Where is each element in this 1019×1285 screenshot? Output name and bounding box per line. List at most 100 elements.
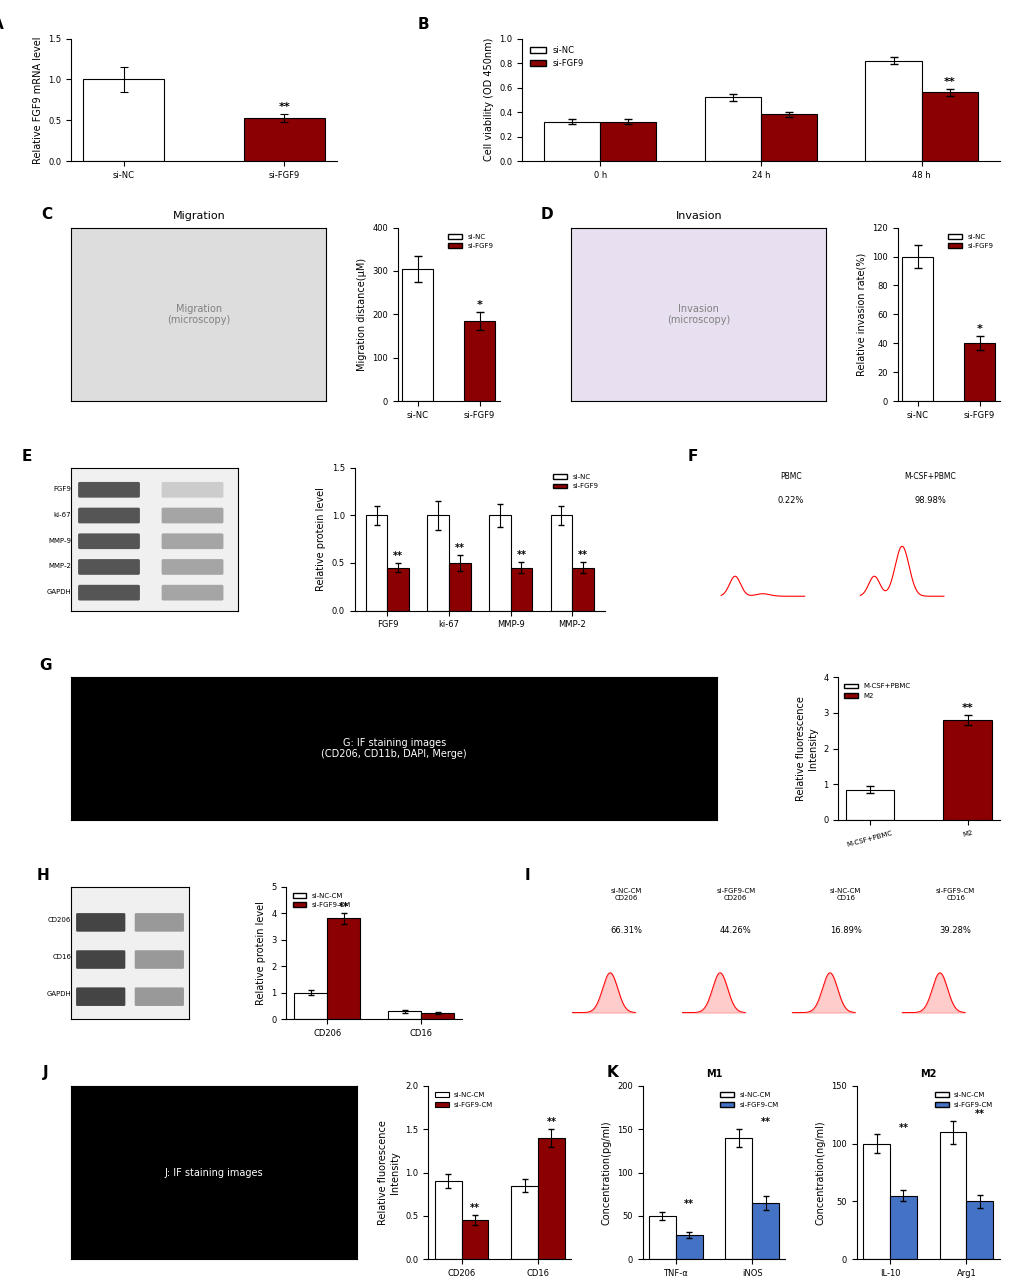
Text: J: J: [43, 1065, 49, 1081]
Text: **: **: [898, 1123, 908, 1133]
Text: 16.89%: 16.89%: [829, 926, 861, 935]
Bar: [845, 789, 894, 820]
Y-axis label: Relative FGF9 mRNA level: Relative FGF9 mRNA level: [33, 36, 43, 163]
Legend: M-CSF+PBMC, M2: M-CSF+PBMC, M2: [841, 681, 913, 702]
Text: **: **: [338, 902, 348, 912]
Text: C: C: [41, 207, 52, 222]
Text: F: F: [687, 448, 697, 464]
FancyBboxPatch shape: [76, 950, 125, 969]
Text: FGF9: FGF9: [53, 486, 71, 492]
Text: 44.26%: 44.26%: [719, 926, 751, 935]
Text: 0.22%: 0.22%: [776, 496, 803, 505]
Text: **: **: [470, 1203, 480, 1213]
Text: ki-67: ki-67: [54, 511, 71, 518]
Bar: [902, 257, 932, 401]
Text: MMP-2: MMP-2: [49, 563, 71, 569]
FancyBboxPatch shape: [78, 508, 140, 523]
Text: J: IF staining images: J: IF staining images: [165, 1168, 263, 1177]
Bar: [537, 1137, 565, 1259]
Title: M2: M2: [919, 1069, 935, 1079]
FancyBboxPatch shape: [161, 585, 223, 600]
Legend: si-NC, si-FGF9: si-NC, si-FGF9: [945, 231, 996, 252]
Bar: [965, 1201, 993, 1259]
Bar: [760, 114, 816, 161]
Bar: [862, 1144, 890, 1259]
Bar: [648, 1216, 676, 1259]
Bar: [244, 118, 324, 161]
Y-axis label: Concentration(pg/ml): Concentration(pg/ml): [601, 1121, 611, 1225]
Legend: si-NC-CM, si-FGF9-CM: si-NC-CM, si-FGF9-CM: [931, 1090, 996, 1110]
Bar: [366, 515, 387, 610]
Bar: [462, 1221, 488, 1259]
Bar: [676, 1235, 702, 1259]
Text: **: **: [974, 1109, 983, 1119]
Text: B: B: [417, 17, 428, 32]
Text: **: **: [393, 551, 403, 562]
Text: CD16: CD16: [52, 953, 71, 960]
Title: Migration: Migration: [172, 211, 225, 221]
Y-axis label: Relative protein level: Relative protein level: [256, 901, 265, 1005]
Legend: si-NC, si-FGF9: si-NC, si-FGF9: [445, 231, 496, 252]
Y-axis label: Relative invasion rate(%): Relative invasion rate(%): [856, 253, 866, 377]
Bar: [890, 1195, 916, 1259]
Text: K: K: [606, 1065, 619, 1081]
FancyBboxPatch shape: [76, 914, 125, 932]
Bar: [427, 515, 448, 610]
Title: M1: M1: [705, 1069, 721, 1079]
Text: si-FGF9-CM
CD206: si-FGF9-CM CD206: [715, 888, 755, 901]
Text: E: E: [21, 448, 32, 464]
Text: **: **: [278, 102, 290, 112]
Text: **: **: [454, 544, 465, 554]
Text: 39.28%: 39.28%: [938, 926, 971, 935]
FancyBboxPatch shape: [78, 559, 140, 574]
Bar: [84, 80, 164, 161]
Text: *: *: [476, 299, 482, 310]
Bar: [488, 515, 511, 610]
Bar: [943, 720, 991, 820]
Bar: [725, 1137, 751, 1259]
Text: 98.98%: 98.98%: [913, 496, 945, 505]
FancyBboxPatch shape: [135, 987, 183, 1006]
Bar: [327, 919, 360, 1019]
Text: **: **: [961, 703, 973, 713]
Text: CD206: CD206: [48, 916, 71, 923]
Bar: [388, 1011, 421, 1019]
Bar: [572, 568, 593, 610]
Bar: [550, 515, 572, 610]
Bar: [511, 1186, 537, 1259]
Text: 66.31%: 66.31%: [609, 926, 641, 935]
Text: si-NC-CM
CD16: si-NC-CM CD16: [829, 888, 861, 901]
Text: GAPDH: GAPDH: [47, 589, 71, 595]
Bar: [387, 568, 409, 610]
Bar: [704, 98, 760, 161]
Text: I: I: [524, 867, 530, 883]
Y-axis label: Relative protein level: Relative protein level: [316, 487, 326, 591]
FancyBboxPatch shape: [161, 533, 223, 549]
Text: H: H: [37, 867, 49, 883]
Text: si-NC-CM
CD206: si-NC-CM CD206: [609, 888, 641, 901]
Text: GAPDH: GAPDH: [47, 991, 71, 997]
FancyBboxPatch shape: [135, 950, 183, 969]
Text: D: D: [540, 207, 552, 222]
Text: MMP-9: MMP-9: [48, 537, 71, 544]
Bar: [599, 122, 656, 161]
Bar: [864, 60, 921, 161]
Text: **: **: [546, 1117, 555, 1127]
FancyBboxPatch shape: [78, 482, 140, 497]
Y-axis label: Cell viability (OD 450nm): Cell viability (OD 450nm): [483, 39, 493, 162]
Text: si-FGF9-CM
CD16: si-FGF9-CM CD16: [935, 888, 974, 901]
Bar: [511, 568, 532, 610]
Bar: [434, 1181, 462, 1259]
Bar: [464, 321, 494, 401]
Bar: [938, 1132, 965, 1259]
Legend: si-NC, si-FGF9: si-NC, si-FGF9: [550, 472, 601, 492]
Bar: [543, 122, 599, 161]
FancyBboxPatch shape: [78, 585, 140, 600]
Legend: si-NC-CM, si-FGF9-CM: si-NC-CM, si-FGF9-CM: [289, 891, 354, 911]
Legend: si-NC-CM, si-FGF9-CM: si-NC-CM, si-FGF9-CM: [431, 1090, 495, 1110]
Text: **: **: [684, 1199, 694, 1209]
FancyBboxPatch shape: [161, 559, 223, 574]
Text: **: **: [943, 77, 955, 87]
Text: Migration
(microscopy): Migration (microscopy): [167, 303, 230, 325]
FancyBboxPatch shape: [78, 533, 140, 549]
